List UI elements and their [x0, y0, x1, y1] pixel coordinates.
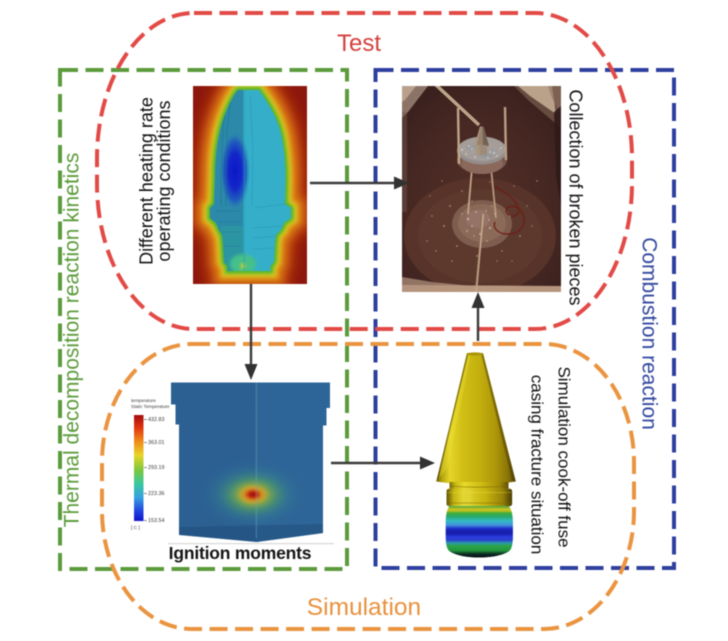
svg-text:Ignition moments: Ignition moments: [169, 543, 312, 563]
svg-text:293.19: 293.19: [148, 465, 165, 471]
svg-text:223.36: 223.36: [148, 491, 165, 497]
svg-text:temperature: temperature: [131, 398, 156, 403]
svg-text:[ C ]: [ C ]: [131, 525, 140, 531]
svg-text:Combustion reaction: Combustion reaction: [638, 237, 661, 430]
svg-text:432.83: 432.83: [148, 417, 165, 423]
svg-text:Collection of broken pieces: Collection of broken pieces: [566, 89, 586, 305]
svg-text:Static Temperature: Static Temperature: [131, 404, 170, 409]
svg-text:363.01: 363.01: [148, 440, 165, 446]
svg-text:Thermal decomposition reaction: Thermal decomposition reaction kinetics: [61, 153, 84, 528]
svg-text:Simulation: Simulation: [307, 594, 421, 621]
svg-text:153.54: 153.54: [148, 518, 165, 524]
svg-text:operating conditions: operating conditions: [154, 100, 174, 261]
svg-text:Simulation cook-off fuse: Simulation cook-off fuse: [555, 366, 574, 547]
svg-text:casing fracture situation: casing fracture situation: [528, 375, 547, 555]
svg-text:Test: Test: [337, 30, 381, 57]
svg-text:Different heating rate: Different heating rate: [137, 97, 157, 265]
